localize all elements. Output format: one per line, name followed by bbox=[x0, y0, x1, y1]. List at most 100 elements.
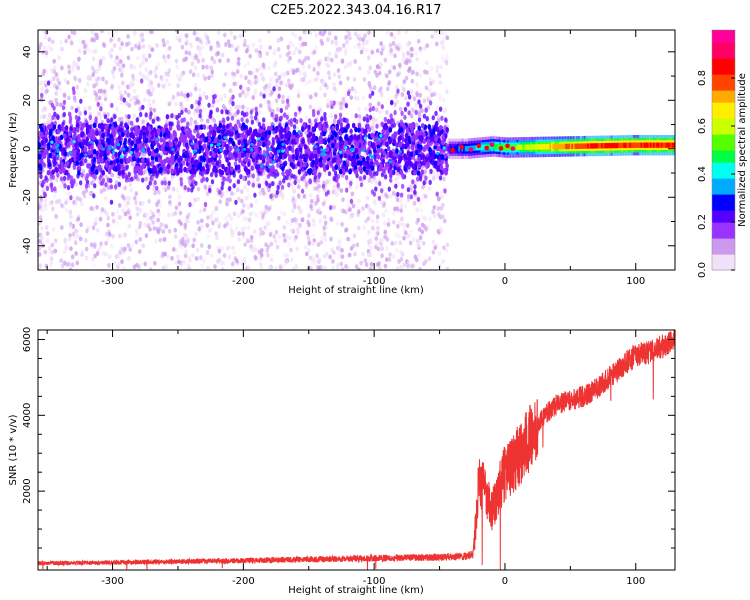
noise-cell bbox=[245, 118, 249, 124]
noise-cell bbox=[273, 71, 278, 77]
noise-cell bbox=[59, 176, 64, 182]
noise-cell bbox=[390, 123, 394, 129]
noise-cell bbox=[139, 261, 143, 267]
noise-cell bbox=[43, 198, 48, 204]
noise-cell bbox=[267, 104, 271, 110]
noise-cell bbox=[242, 175, 246, 182]
noise-cell bbox=[385, 237, 390, 242]
noise-cell bbox=[296, 67, 301, 73]
noise-cell bbox=[394, 131, 398, 137]
noise-cell bbox=[337, 74, 342, 80]
noise-cell bbox=[223, 32, 227, 38]
noise-cell bbox=[193, 119, 198, 125]
noise-cell bbox=[196, 104, 200, 110]
noise-cell bbox=[99, 180, 104, 186]
noise-cell bbox=[387, 218, 391, 223]
noise-cell bbox=[113, 58, 118, 64]
noise-cell bbox=[144, 233, 149, 239]
noise-cell bbox=[253, 254, 258, 260]
noise-cell bbox=[308, 104, 313, 110]
noise-cell bbox=[217, 221, 222, 227]
noise-cell bbox=[273, 238, 278, 244]
noise-cell bbox=[437, 263, 442, 269]
noise-cell bbox=[168, 125, 173, 131]
noise-cell bbox=[122, 265, 126, 270]
noise-cell bbox=[194, 231, 198, 237]
noise-cell bbox=[254, 48, 259, 53]
noise-cell bbox=[423, 69, 427, 75]
noise-cell bbox=[72, 127, 76, 133]
noise-cell bbox=[232, 190, 237, 196]
noise-cell bbox=[320, 116, 324, 122]
noise-cell bbox=[187, 109, 191, 115]
noise-cell bbox=[68, 111, 72, 118]
noise-cell bbox=[381, 44, 386, 50]
noise-cell bbox=[234, 226, 239, 232]
noise-cell bbox=[410, 263, 414, 269]
noise-cell bbox=[64, 261, 69, 267]
noise-cells bbox=[38, 30, 450, 270]
noise-cell bbox=[249, 114, 254, 120]
noise-cell bbox=[55, 101, 59, 107]
noise-cell bbox=[135, 211, 140, 217]
noise-cell bbox=[205, 118, 210, 124]
noise-cell bbox=[403, 222, 407, 228]
noise-cell bbox=[138, 71, 143, 77]
noise-cell bbox=[233, 120, 238, 126]
noise-cell bbox=[427, 95, 431, 101]
noise-cell bbox=[203, 184, 207, 190]
noise-cell bbox=[205, 223, 210, 228]
noise-cell bbox=[373, 201, 378, 207]
noise-cell bbox=[40, 225, 44, 231]
noise-cell bbox=[91, 72, 95, 78]
noise-cell bbox=[387, 186, 391, 192]
noise-cell bbox=[369, 87, 374, 92]
noise-cell bbox=[198, 170, 203, 176]
noise-cell bbox=[261, 76, 266, 82]
noise-cell bbox=[218, 154, 222, 160]
noise-cell bbox=[397, 43, 402, 48]
noise-cell bbox=[197, 226, 201, 232]
noise-cell bbox=[323, 111, 327, 118]
noise-cell bbox=[221, 267, 225, 270]
noise-cell bbox=[285, 253, 290, 259]
noise-cell bbox=[357, 106, 362, 112]
noise-cell bbox=[314, 201, 318, 206]
noise-cell bbox=[366, 249, 371, 254]
noise-cell bbox=[132, 30, 137, 35]
noise-cell bbox=[118, 59, 123, 64]
noise-cell bbox=[330, 39, 335, 45]
noise-cell bbox=[374, 241, 379, 247]
noise-cell bbox=[307, 238, 311, 244]
noise-cell bbox=[56, 128, 61, 135]
noise-cell bbox=[277, 215, 281, 221]
noise-cell bbox=[357, 267, 361, 270]
noise-cell bbox=[394, 84, 399, 90]
noise-cell bbox=[183, 243, 187, 248]
noise-cell bbox=[95, 204, 99, 210]
noise-cell bbox=[375, 170, 379, 176]
noise-cell bbox=[192, 153, 197, 159]
noise-cell bbox=[401, 51, 406, 57]
noise-cell bbox=[305, 230, 310, 236]
noise-cell bbox=[242, 225, 247, 231]
noise-cell bbox=[298, 70, 303, 76]
noise-cell bbox=[199, 39, 203, 45]
noise-cell bbox=[367, 229, 371, 235]
noise-cell bbox=[65, 191, 70, 197]
noise-cell bbox=[68, 267, 73, 270]
noise-cell bbox=[190, 61, 195, 67]
noise-cell bbox=[221, 180, 225, 187]
noise-cell bbox=[247, 180, 251, 186]
noise-cell bbox=[395, 197, 400, 203]
noise-cell bbox=[318, 218, 323, 224]
noise-cell bbox=[323, 116, 327, 122]
noise-cell bbox=[94, 81, 99, 87]
noise-cell bbox=[132, 65, 137, 70]
noise-cell bbox=[179, 181, 184, 187]
noise-cell bbox=[266, 156, 270, 162]
noise-cell bbox=[216, 30, 221, 35]
noise-cell bbox=[308, 178, 312, 184]
noise-cell bbox=[120, 41, 124, 47]
noise-cell bbox=[148, 44, 152, 50]
